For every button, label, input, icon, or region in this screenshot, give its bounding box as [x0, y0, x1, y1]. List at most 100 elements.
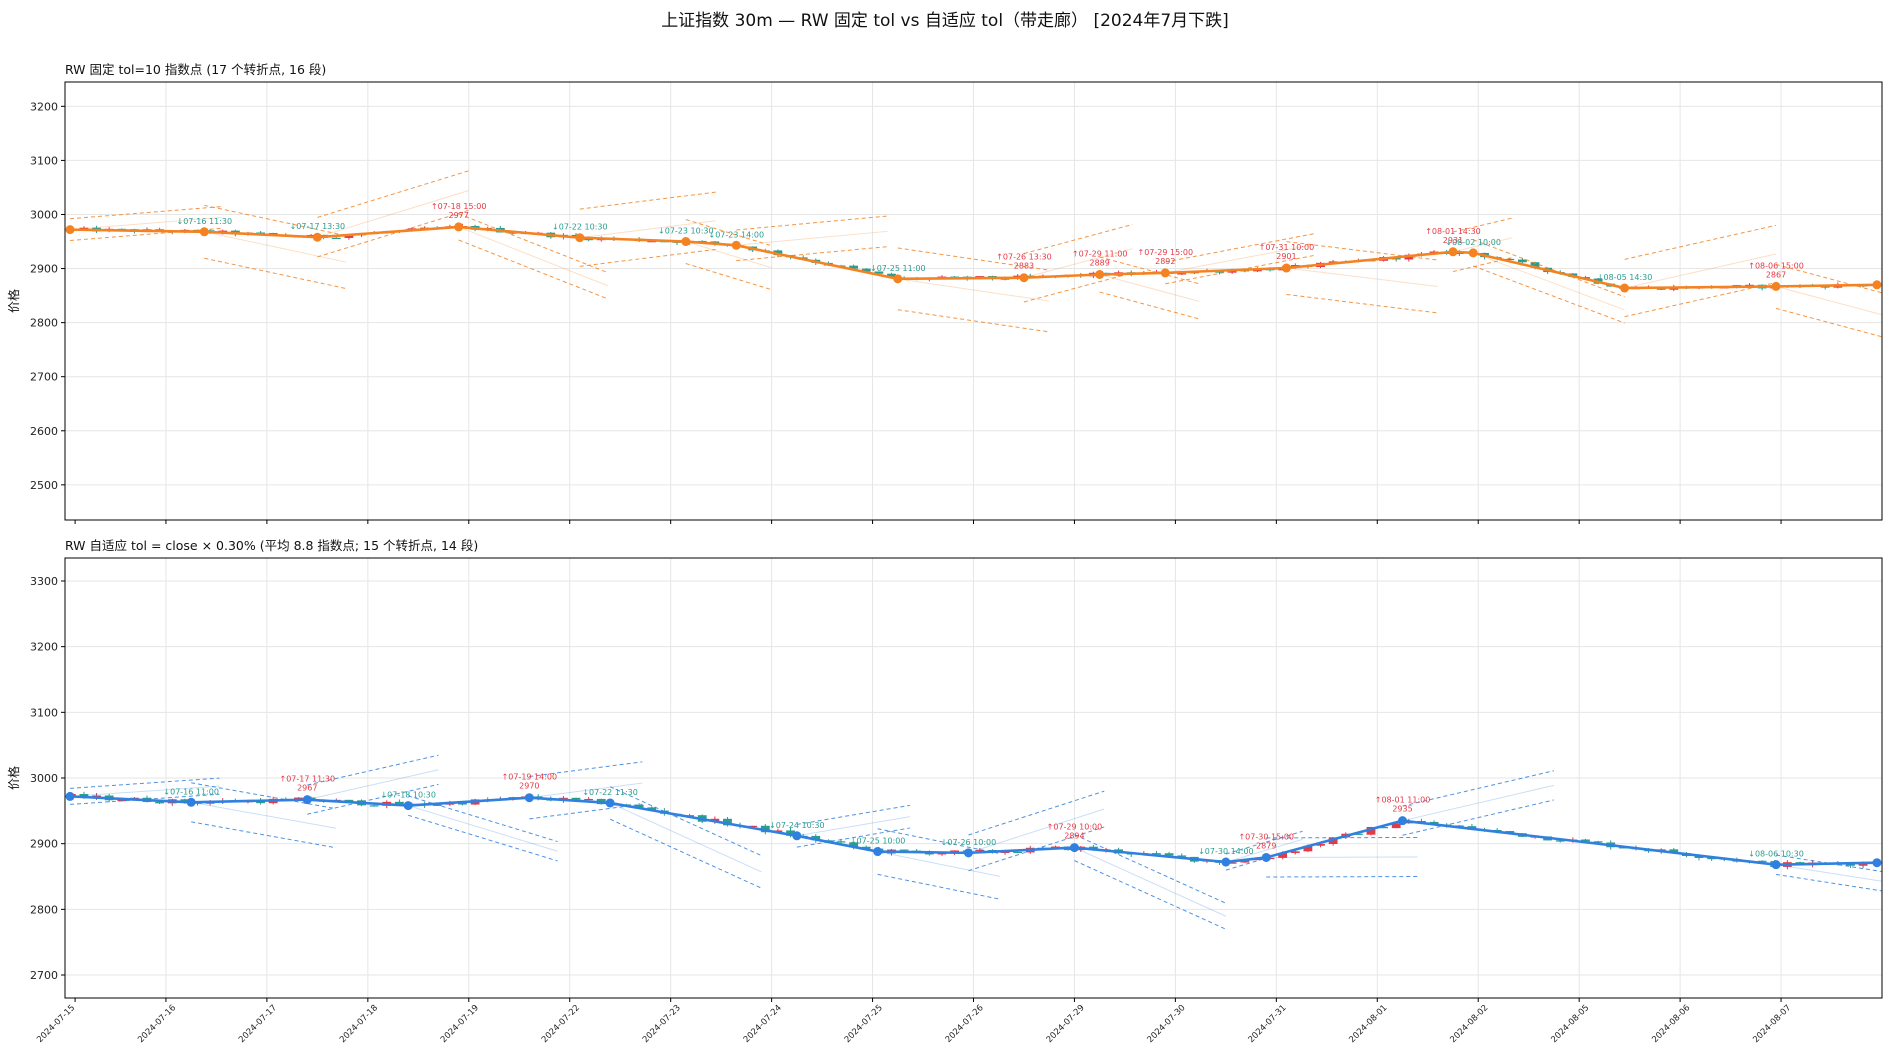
y-tick-label: 2700 [30, 371, 58, 384]
candle-body [1707, 858, 1717, 860]
corridor-centerline [609, 802, 762, 873]
corridor-boundary [685, 219, 772, 247]
pivot-value-label: 2967 [297, 784, 317, 793]
pivot-value-label: 2867 [1766, 270, 1786, 279]
pivot-point [893, 274, 903, 284]
corridor-boundary [529, 803, 643, 820]
pivot-value-label: 2931 [1443, 236, 1463, 245]
pivot-point [454, 222, 464, 232]
pivot-label: ↑07-29 11:00 [1072, 250, 1128, 259]
candle-body [1366, 827, 1376, 835]
candle-body [1328, 261, 1338, 263]
y-tick-label: 3200 [30, 641, 58, 654]
corridor-boundary [1775, 854, 1882, 873]
x-tick-label: 2024-07-17 [237, 1003, 279, 1045]
pivot-label: ↓07-22 10:30 [552, 223, 608, 232]
corridor-boundary [796, 827, 910, 848]
corridor-centerline [1074, 847, 1227, 917]
y-tick-label: 3100 [30, 706, 58, 719]
pivot-point [1620, 283, 1630, 293]
pivot-label: ↓07-26 10:00 [941, 838, 997, 847]
candle-body [861, 268, 871, 272]
pivot-point [199, 227, 209, 237]
pivot-value-label: 2879 [1256, 841, 1276, 850]
corridor-boundary [1099, 291, 1200, 320]
corridor-centerline [307, 769, 439, 801]
candle-body [1000, 851, 1010, 853]
x-tick-label: 2024-07-24 [742, 1003, 784, 1045]
corridor-centerline [897, 278, 1050, 302]
candle-body [1555, 840, 1565, 842]
pivot-point [1872, 280, 1882, 290]
candle-body [1454, 825, 1464, 827]
pivot-label: ↑07-30 15:00 [1238, 832, 1294, 841]
corridor-boundary [1472, 265, 1625, 324]
candle-body [1379, 827, 1389, 829]
pivot-label: ↓07-25 10:00 [850, 837, 906, 846]
x-tick-label: 2024-07-16 [136, 1003, 178, 1045]
pivot-value-label: 2894 [1064, 832, 1084, 841]
y-tick-label: 2800 [30, 317, 58, 330]
corridor-centerline [1402, 784, 1555, 822]
pivot-value-label: 2935 [1392, 805, 1412, 814]
corridor-boundary [529, 761, 643, 778]
x-tick-label: 2024-08-02 [1448, 1003, 1490, 1045]
y-tick-label: 2600 [30, 425, 58, 438]
pivot-point [1872, 858, 1882, 868]
corridor-centerline [1099, 274, 1200, 302]
pivot-label: ↑07-29 10:00 [1047, 823, 1103, 832]
x-tick-label: 2024-07-15 [35, 1003, 77, 1045]
pivot-point [1261, 852, 1271, 862]
corridor-boundary [897, 247, 1050, 271]
corridor-boundary [1775, 307, 1882, 338]
corridor-boundary [1074, 860, 1227, 930]
corridor-centerline [70, 216, 222, 231]
corridor-boundary [609, 818, 762, 889]
corridor-boundary [70, 793, 220, 805]
pivot-point [1771, 281, 1781, 291]
corridor-centerline [1165, 243, 1315, 274]
candle-body [344, 799, 354, 802]
pivot-point [1448, 247, 1458, 257]
candle-body [1505, 258, 1515, 261]
candle-body [394, 801, 404, 806]
pivot-label: ↓08-05 14:30 [1597, 273, 1653, 282]
x-tick-label: 2024-07-18 [338, 1003, 380, 1045]
candle-body [899, 849, 909, 851]
candle-body [1013, 851, 1023, 853]
candle-body [1290, 851, 1300, 854]
y-tick-label: 2500 [30, 479, 58, 492]
x-tick-label: 2024-07-25 [843, 1003, 885, 1045]
pivot-point [524, 793, 534, 803]
corridor-centerline [736, 230, 888, 246]
pivot-point [1771, 860, 1781, 870]
y-tick-label: 3100 [30, 154, 58, 167]
y-tick-label: 2700 [30, 969, 58, 982]
x-tick-label: 2024-07-30 [1146, 1003, 1188, 1045]
pivot-value-label: 2970 [519, 782, 539, 791]
corridor-centerline [1775, 285, 1882, 316]
corridor-boundary [877, 873, 1000, 900]
pivot-label: ↓07-30 14:00 [1198, 847, 1254, 856]
pivot-label: ↓07-25 11:00 [870, 264, 926, 273]
corridor-boundary [1099, 256, 1200, 285]
y-tick-label: 2900 [30, 838, 58, 851]
pivot-point [302, 795, 312, 805]
corridor-centerline [1452, 237, 1512, 253]
corridor-boundary [317, 170, 469, 218]
candle-body [1581, 839, 1590, 842]
corridor-boundary [1225, 830, 1303, 855]
candle-body [1846, 863, 1855, 866]
candle-body [1517, 259, 1527, 263]
y-axis-label: 价格 [6, 766, 21, 790]
panel-title: RW 固定 tol=10 指数点 (17 个转折点, 16 段) [65, 62, 326, 77]
corridor-boundary [1023, 272, 1133, 303]
corridor-boundary [796, 804, 910, 825]
corridor-centerline [796, 816, 910, 837]
candle-body [1152, 853, 1161, 855]
pivot-label: ↓07-16 11:30 [177, 217, 233, 226]
corridors [70, 754, 1882, 930]
corridor-centerline [968, 808, 1105, 854]
corridor-boundary [736, 246, 888, 262]
